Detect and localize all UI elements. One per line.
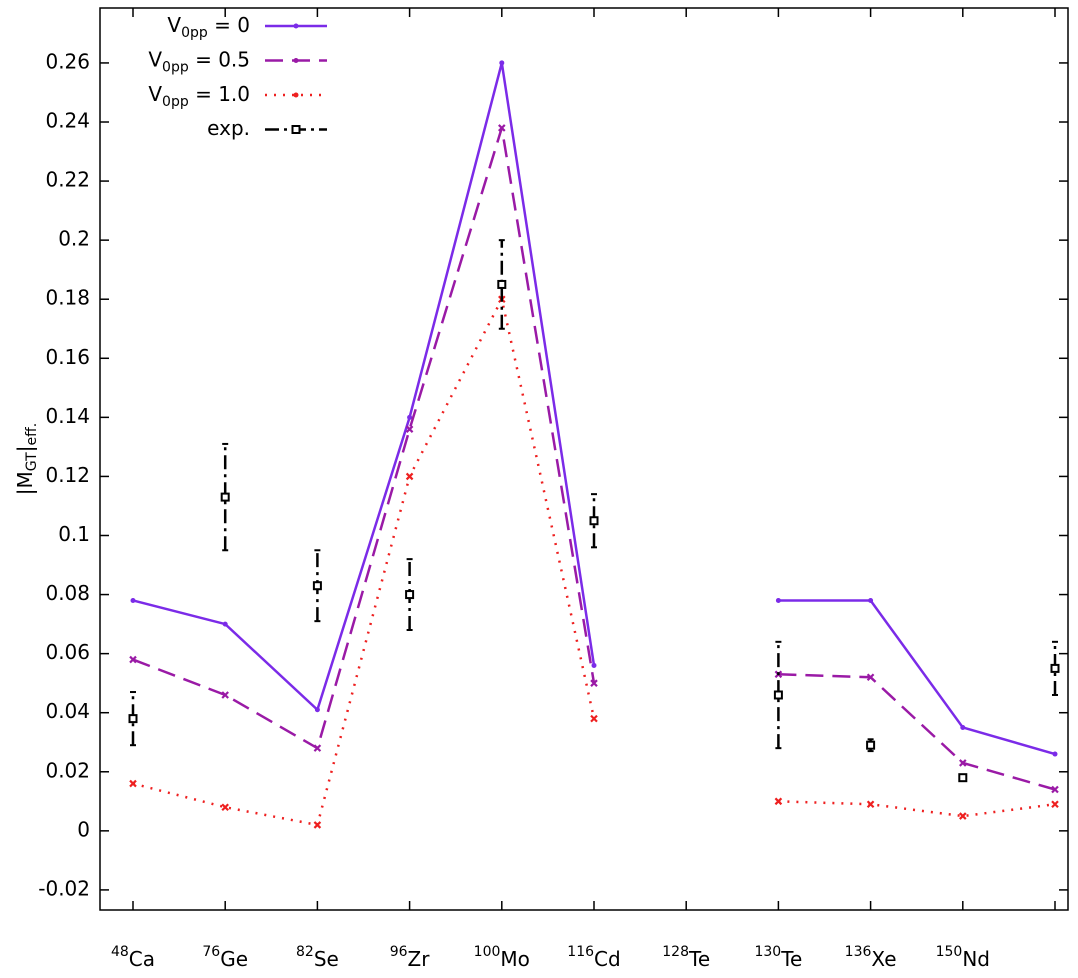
y-tick-label: 0.22	[45, 168, 90, 192]
legend-marker	[291, 125, 301, 134]
x-tick-label: 76Ge	[202, 944, 248, 971]
x-tick-label: 130Te	[754, 944, 802, 971]
error-bar	[775, 640, 782, 750]
point	[129, 655, 137, 664]
point	[959, 812, 967, 820]
point	[498, 124, 506, 132]
x-tick-label: 128Te	[662, 944, 710, 971]
point	[312, 581, 322, 591]
y-tick-label: 0.08	[45, 581, 90, 605]
point	[589, 516, 599, 526]
y-tick-label: 0.24	[45, 109, 90, 133]
x-tick-label: 116Cd	[567, 944, 620, 971]
y-tick-label: 0.18	[45, 286, 90, 310]
y-tick-label: -0.02	[38, 876, 90, 900]
point	[960, 724, 966, 730]
y-tick-label: 0.26	[45, 49, 90, 73]
point	[313, 821, 322, 829]
x-tick-label: 48Ca	[111, 944, 155, 971]
point	[774, 797, 783, 806]
error-bar	[222, 442, 229, 552]
y-tick-label: 0	[77, 817, 90, 841]
point	[1051, 800, 1059, 809]
point	[128, 714, 138, 724]
point	[590, 679, 598, 687]
point	[221, 803, 229, 811]
point	[866, 740, 876, 750]
point	[407, 414, 413, 420]
legend-label: V0pp = 0.5	[148, 47, 250, 76]
point	[220, 492, 230, 502]
legend-marker	[293, 92, 299, 98]
point	[221, 691, 229, 699]
point	[591, 662, 597, 668]
y-tick-label: 0.2	[58, 227, 90, 251]
point	[499, 60, 505, 66]
point	[866, 800, 875, 809]
y-tick-label: 0.14	[45, 404, 90, 428]
error-bar	[498, 239, 505, 330]
plot-frame	[99, 7, 1069, 911]
legend-marker	[293, 58, 299, 63]
point	[405, 472, 414, 481]
error-bar	[1052, 640, 1058, 696]
point	[590, 714, 598, 723]
y-tick-label: 0.12	[45, 463, 90, 487]
series-line	[132, 127, 1056, 791]
legend-label: V0pp = 0	[167, 13, 250, 42]
error-bar	[591, 493, 597, 549]
point	[222, 621, 228, 627]
series-line	[132, 62, 1056, 756]
point	[1050, 663, 1060, 673]
point	[497, 279, 507, 289]
legend-marker	[293, 23, 299, 29]
y-tick-label: 0.06	[45, 640, 90, 664]
y-tick-label: 0.1	[58, 522, 90, 546]
x-tick-label: 96Zr	[390, 944, 431, 971]
x-tick-label: 136Xe	[845, 944, 897, 971]
x-tick-label: 100Mo	[474, 944, 530, 971]
point	[866, 673, 875, 682]
point	[1052, 751, 1058, 757]
point	[405, 425, 414, 433]
point	[313, 744, 322, 752]
point	[775, 597, 781, 603]
point	[130, 597, 136, 603]
point	[868, 597, 874, 603]
point	[405, 590, 415, 600]
point	[959, 759, 967, 767]
point	[129, 779, 137, 788]
y-tick-label: 0.16	[45, 345, 90, 369]
legend-label: V0pp = 1.0	[148, 82, 250, 111]
point	[773, 690, 783, 700]
y-tick-label: 0.02	[45, 758, 90, 782]
error-bar	[130, 691, 136, 747]
y-tick-label: 0.04	[45, 699, 90, 723]
point	[314, 707, 320, 713]
legend-label: exp.	[207, 116, 250, 140]
x-tick-label: 150Nd	[936, 944, 990, 971]
y-axis-label: |MGT|eff.	[13, 423, 41, 495]
point	[1051, 785, 1059, 794]
x-tick-label: 82Se	[296, 944, 339, 971]
point	[958, 773, 968, 783]
series-line	[132, 295, 1056, 827]
